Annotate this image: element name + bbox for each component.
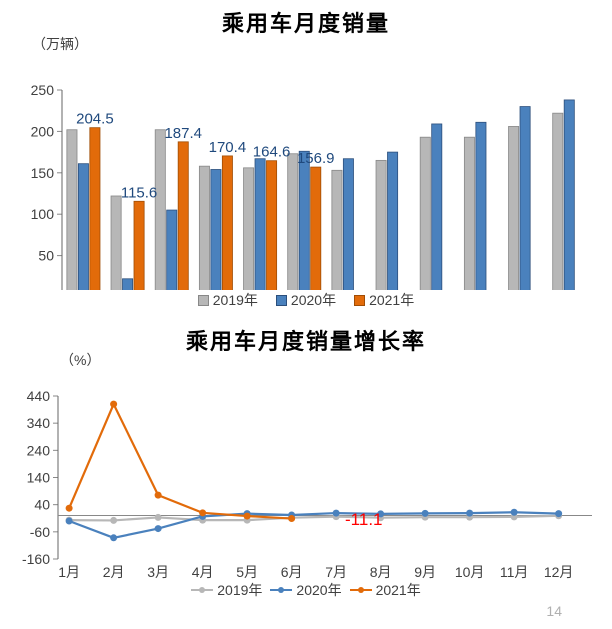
svg-text:115.6: 115.6: [121, 184, 157, 201]
line-legend: 2019年 2020年 2021年: [0, 580, 612, 600]
svg-text:12月: 12月: [544, 564, 574, 580]
svg-text:40: 40: [34, 497, 50, 513]
bar-chart-svg: 0501001502002501月2月3月4月5月6月7月8月9月10月11月1…: [0, 38, 612, 290]
svg-text:5月: 5月: [236, 564, 258, 580]
svg-text:156.9: 156.9: [297, 150, 335, 167]
svg-text:164.6: 164.6: [253, 144, 291, 161]
svg-text:-160: -160: [22, 551, 50, 567]
bar-legend-item: 2020年: [276, 290, 336, 310]
svg-text:140: 140: [27, 470, 51, 486]
bar-legend-item: 2021年: [354, 290, 414, 310]
svg-text:2月: 2月: [103, 564, 125, 580]
line-y-unit: （%）: [60, 350, 100, 370]
svg-text:170.4: 170.4: [209, 139, 247, 156]
svg-text:1月: 1月: [58, 564, 80, 580]
svg-text:10月: 10月: [455, 564, 485, 580]
svg-text:187.4: 187.4: [164, 125, 202, 142]
svg-text:150: 150: [31, 165, 55, 181]
page-number: 14: [546, 603, 562, 619]
svg-text:204.5: 204.5: [76, 111, 114, 128]
svg-text:-60: -60: [30, 524, 50, 540]
svg-text:0: 0: [46, 289, 54, 290]
svg-text:240: 240: [27, 442, 51, 458]
svg-text:-11.1: -11.1: [345, 510, 383, 529]
line-legend-item: 2019年: [191, 580, 262, 600]
bar-y-unit: （万辆）: [32, 34, 88, 54]
svg-text:7月: 7月: [325, 564, 347, 580]
svg-text:8月: 8月: [370, 564, 392, 580]
svg-text:100: 100: [31, 206, 55, 222]
bar-legend-item: 2019年: [198, 290, 258, 310]
svg-text:3月: 3月: [147, 564, 169, 580]
svg-text:4月: 4月: [192, 564, 214, 580]
bar-chart-title: 乘用车月度销量: [0, 6, 612, 38]
svg-text:340: 340: [27, 415, 51, 431]
svg-text:11月: 11月: [500, 564, 529, 580]
svg-text:50: 50: [38, 248, 54, 264]
svg-text:440: 440: [27, 388, 51, 404]
line-legend-item: 2020年: [270, 580, 341, 600]
svg-text:6月: 6月: [281, 564, 303, 580]
bar-legend: 2019年 2020年 2021年: [0, 290, 612, 310]
svg-text:250: 250: [31, 82, 55, 98]
bar-chart: 乘用车月度销量 （万辆） 0501001502002501月2月3月4月5月6月…: [0, 4, 612, 314]
line-chart-svg: -160 -60 40 140 240 340 440 1月 2月 3月 4月 5月 6月 7月 8月 9月 1…: [0, 356, 612, 580]
svg-text:9月: 9月: [414, 564, 436, 580]
svg-text:200: 200: [31, 123, 55, 139]
line-chart: 乘用车月度销量增长率 （%） -160-60401402403404401月2月…: [0, 322, 612, 612]
line-legend-item: 2021年: [350, 580, 421, 600]
